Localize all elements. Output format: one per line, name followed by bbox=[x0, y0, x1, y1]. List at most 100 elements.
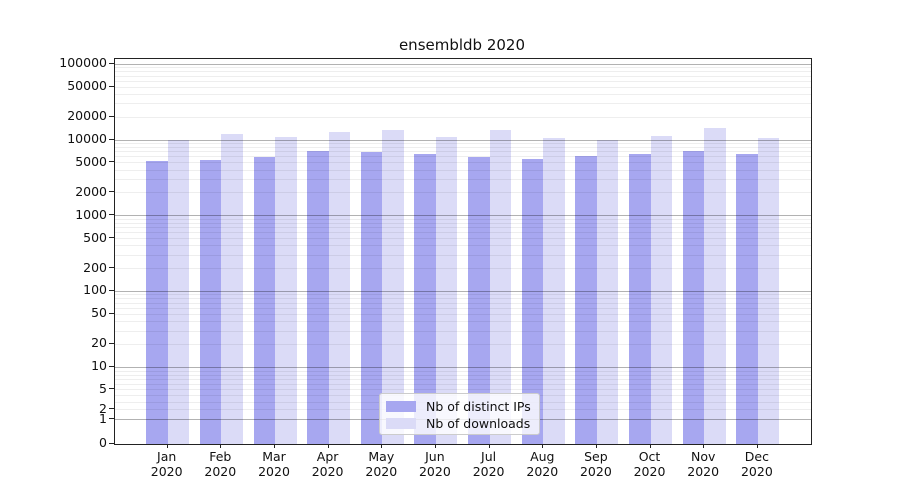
x-axis-tick-label: Jan 2020 bbox=[139, 449, 195, 479]
x-tick-year: 2020 bbox=[311, 464, 344, 479]
x-tick-month: Mar bbox=[262, 449, 286, 464]
bar-apr-distinct-ips bbox=[307, 151, 329, 444]
x-tick-year: 2020 bbox=[365, 464, 398, 479]
x-tick-year: 2020 bbox=[418, 464, 451, 479]
x-tick-mark bbox=[166, 444, 168, 448]
bar-mar-distinct-ips bbox=[253, 156, 275, 444]
bar-feb-distinct-ips bbox=[199, 160, 222, 444]
x-tick-year: 2020 bbox=[740, 464, 773, 479]
y-axis-tick-label: 2000 bbox=[75, 183, 107, 199]
bar-mar-downloads bbox=[275, 137, 297, 444]
bar-oct-downloads bbox=[650, 135, 673, 444]
bar-apr-downloads bbox=[328, 132, 351, 444]
y-tick-mark bbox=[109, 138, 114, 140]
bar-aug-downloads bbox=[543, 138, 565, 444]
legend-label-distinct-ips: Nb of distinct IPs bbox=[426, 399, 531, 414]
gridline-minor bbox=[115, 143, 811, 144]
x-tick-month: Jun bbox=[425, 449, 445, 464]
y-tick-mark bbox=[109, 115, 114, 117]
y-tick-mark bbox=[109, 289, 114, 291]
gridline-minor bbox=[115, 146, 811, 148]
x-tick-mark bbox=[649, 444, 651, 448]
y-tick-mark bbox=[109, 388, 114, 390]
bar-jul-distinct-ips bbox=[468, 157, 490, 444]
gridline-minor bbox=[115, 343, 811, 345]
gridline-minor bbox=[115, 222, 811, 224]
x-axis-tick-label: Feb 2020 bbox=[192, 449, 248, 479]
y-axis-tick-label: 0 bbox=[99, 435, 107, 451]
x-tick-mark bbox=[703, 444, 705, 448]
gridline-minor bbox=[115, 156, 811, 158]
y-axis-tick-label: 1 bbox=[99, 410, 107, 426]
bar-jun-distinct-ips bbox=[414, 154, 436, 444]
bar-jan-downloads bbox=[167, 139, 190, 444]
y-tick-mark bbox=[109, 342, 114, 344]
x-axis-tick-label: Jun 2020 bbox=[407, 449, 463, 479]
gridline-minor bbox=[115, 238, 811, 239]
x-axis-tick-label: May 2020 bbox=[353, 449, 409, 479]
grid-layer bbox=[115, 59, 811, 444]
y-axis-tick-label: 20 bbox=[91, 335, 107, 351]
x-tick-year: 2020 bbox=[526, 464, 559, 479]
x-tick-year: 2020 bbox=[258, 464, 290, 479]
gridline-minor bbox=[115, 298, 811, 300]
y-axis-tick-label: 5000 bbox=[75, 153, 107, 169]
x-tick-year: 2020 bbox=[204, 464, 237, 479]
gridline-minor bbox=[115, 313, 811, 315]
gridline-minor bbox=[115, 307, 811, 309]
x-tick-year: 2020 bbox=[579, 464, 612, 479]
legend-swatch-downloads bbox=[386, 418, 416, 429]
y-axis-tick-label: 10000 bbox=[67, 131, 107, 146]
x-tick-mark bbox=[434, 444, 436, 448]
y-tick-mark bbox=[109, 365, 114, 367]
x-tick-year: 2020 bbox=[150, 464, 183, 479]
bar-dec-downloads bbox=[757, 137, 780, 444]
x-tick-mark bbox=[274, 444, 275, 448]
gridline-minor bbox=[115, 75, 811, 77]
y-axis-tick-label: 5 bbox=[99, 380, 107, 396]
gridline-minor bbox=[115, 67, 811, 69]
y-axis-tick-label: 10 bbox=[91, 358, 107, 374]
bars-layer bbox=[115, 59, 811, 444]
bar-nov-distinct-ips bbox=[682, 151, 705, 444]
y-axis-tick-label: 500 bbox=[83, 229, 107, 245]
y-tick-mark bbox=[109, 85, 114, 87]
bar-nov-downloads bbox=[704, 127, 726, 444]
bar-sep-downloads bbox=[596, 140, 619, 444]
y-tick-mark bbox=[109, 267, 114, 269]
x-axis-tick-label: Aug 2020 bbox=[514, 449, 570, 479]
x-tick-mark bbox=[756, 444, 758, 448]
x-axis-tick-label: Apr 2020 bbox=[300, 449, 356, 479]
gridline-minor bbox=[115, 116, 811, 118]
x-tick-mark bbox=[381, 444, 383, 448]
bar-may-distinct-ips bbox=[360, 152, 383, 444]
x-tick-mark bbox=[542, 444, 544, 448]
x-tick-month: Jan bbox=[157, 449, 177, 464]
gridline-minor bbox=[115, 294, 811, 296]
x-tick-month: Feb bbox=[209, 449, 232, 464]
gridline-minor bbox=[115, 71, 811, 73]
x-tick-month: Nov bbox=[690, 449, 716, 464]
x-axis-tick-label: Oct 2020 bbox=[622, 449, 678, 479]
gridline-minor bbox=[115, 179, 811, 181]
y-axis-tick-label: 50000 bbox=[67, 78, 107, 94]
gridline-minor bbox=[115, 169, 811, 171]
legend-swatch-distinct-ips bbox=[386, 401, 416, 412]
gridline-minor bbox=[115, 379, 811, 381]
gridline-minor bbox=[115, 218, 811, 220]
bar-jul-downloads bbox=[489, 130, 512, 444]
bar-aug-distinct-ips bbox=[521, 159, 544, 444]
bar-feb-downloads bbox=[221, 133, 243, 444]
y-axis-tick-label: 1000 bbox=[75, 206, 107, 222]
gridline-minor bbox=[115, 330, 811, 332]
x-tick-month: Sep bbox=[584, 449, 608, 464]
gridline-minor bbox=[115, 389, 811, 391]
x-axis-tick-label: Dec 2020 bbox=[729, 449, 785, 479]
x-tick-month: Jul bbox=[481, 449, 497, 464]
y-tick-mark bbox=[109, 442, 114, 444]
x-tick-month: Dec bbox=[744, 449, 769, 464]
gridline-major bbox=[115, 139, 811, 141]
x-axis-tick-label: Mar 2020 bbox=[246, 449, 302, 479]
gridline-major bbox=[115, 63, 811, 65]
legend: Nb of distinct IPs Nb of downloads bbox=[379, 393, 540, 435]
